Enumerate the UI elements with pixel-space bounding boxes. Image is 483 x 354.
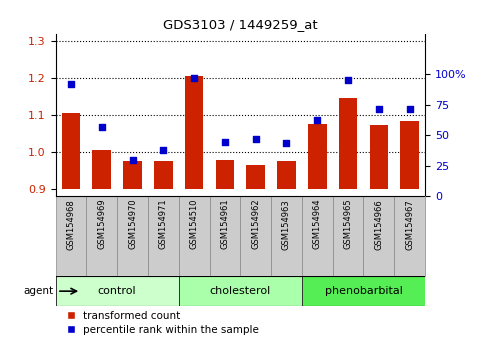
Bar xyxy=(117,196,148,276)
Bar xyxy=(179,276,302,306)
Bar xyxy=(308,124,327,189)
Text: GSM154966: GSM154966 xyxy=(374,199,384,250)
Text: GSM154968: GSM154968 xyxy=(67,199,75,250)
Bar xyxy=(185,76,203,189)
Point xyxy=(344,78,352,83)
Bar xyxy=(179,196,210,276)
Bar xyxy=(271,196,302,276)
Bar xyxy=(369,125,388,189)
Point xyxy=(375,106,383,112)
Bar xyxy=(302,196,333,276)
Text: GSM154967: GSM154967 xyxy=(405,199,414,250)
Bar xyxy=(56,196,86,276)
Text: phenobarbital: phenobarbital xyxy=(325,286,402,296)
Point xyxy=(252,136,259,142)
Text: GSM154970: GSM154970 xyxy=(128,199,137,250)
Text: control: control xyxy=(98,286,136,296)
Bar xyxy=(62,113,80,189)
Bar xyxy=(148,196,179,276)
Point xyxy=(283,140,290,145)
Point xyxy=(190,75,198,81)
Point xyxy=(221,139,229,144)
Bar xyxy=(246,165,265,189)
Bar xyxy=(123,161,142,189)
Bar xyxy=(210,196,240,276)
Bar xyxy=(339,98,357,189)
Title: GDS3103 / 1449259_at: GDS3103 / 1449259_at xyxy=(163,18,318,31)
Bar xyxy=(86,196,117,276)
Bar xyxy=(333,196,364,276)
Text: GSM154963: GSM154963 xyxy=(282,199,291,250)
Text: GSM154965: GSM154965 xyxy=(343,199,353,250)
Text: GSM154969: GSM154969 xyxy=(97,199,106,250)
Bar xyxy=(277,161,296,189)
Bar xyxy=(302,276,425,306)
Point xyxy=(313,117,321,122)
Text: GSM154971: GSM154971 xyxy=(159,199,168,250)
Text: GSM154964: GSM154964 xyxy=(313,199,322,250)
Bar xyxy=(215,160,234,189)
Bar xyxy=(400,121,419,189)
Point xyxy=(67,81,75,87)
Text: agent: agent xyxy=(23,286,53,296)
Text: cholesterol: cholesterol xyxy=(210,286,271,296)
Point xyxy=(406,106,413,112)
Bar xyxy=(56,276,179,306)
Legend: transformed count, percentile rank within the sample: transformed count, percentile rank withi… xyxy=(67,312,259,335)
Point xyxy=(98,124,106,130)
Bar xyxy=(154,161,172,189)
Text: GSM154961: GSM154961 xyxy=(220,199,229,250)
Bar xyxy=(394,196,425,276)
Point xyxy=(159,147,167,153)
Text: GSM154962: GSM154962 xyxy=(251,199,260,250)
Bar xyxy=(240,196,271,276)
Point xyxy=(128,157,136,162)
Bar xyxy=(92,150,111,189)
Bar xyxy=(364,196,394,276)
Text: GSM154510: GSM154510 xyxy=(190,199,199,249)
